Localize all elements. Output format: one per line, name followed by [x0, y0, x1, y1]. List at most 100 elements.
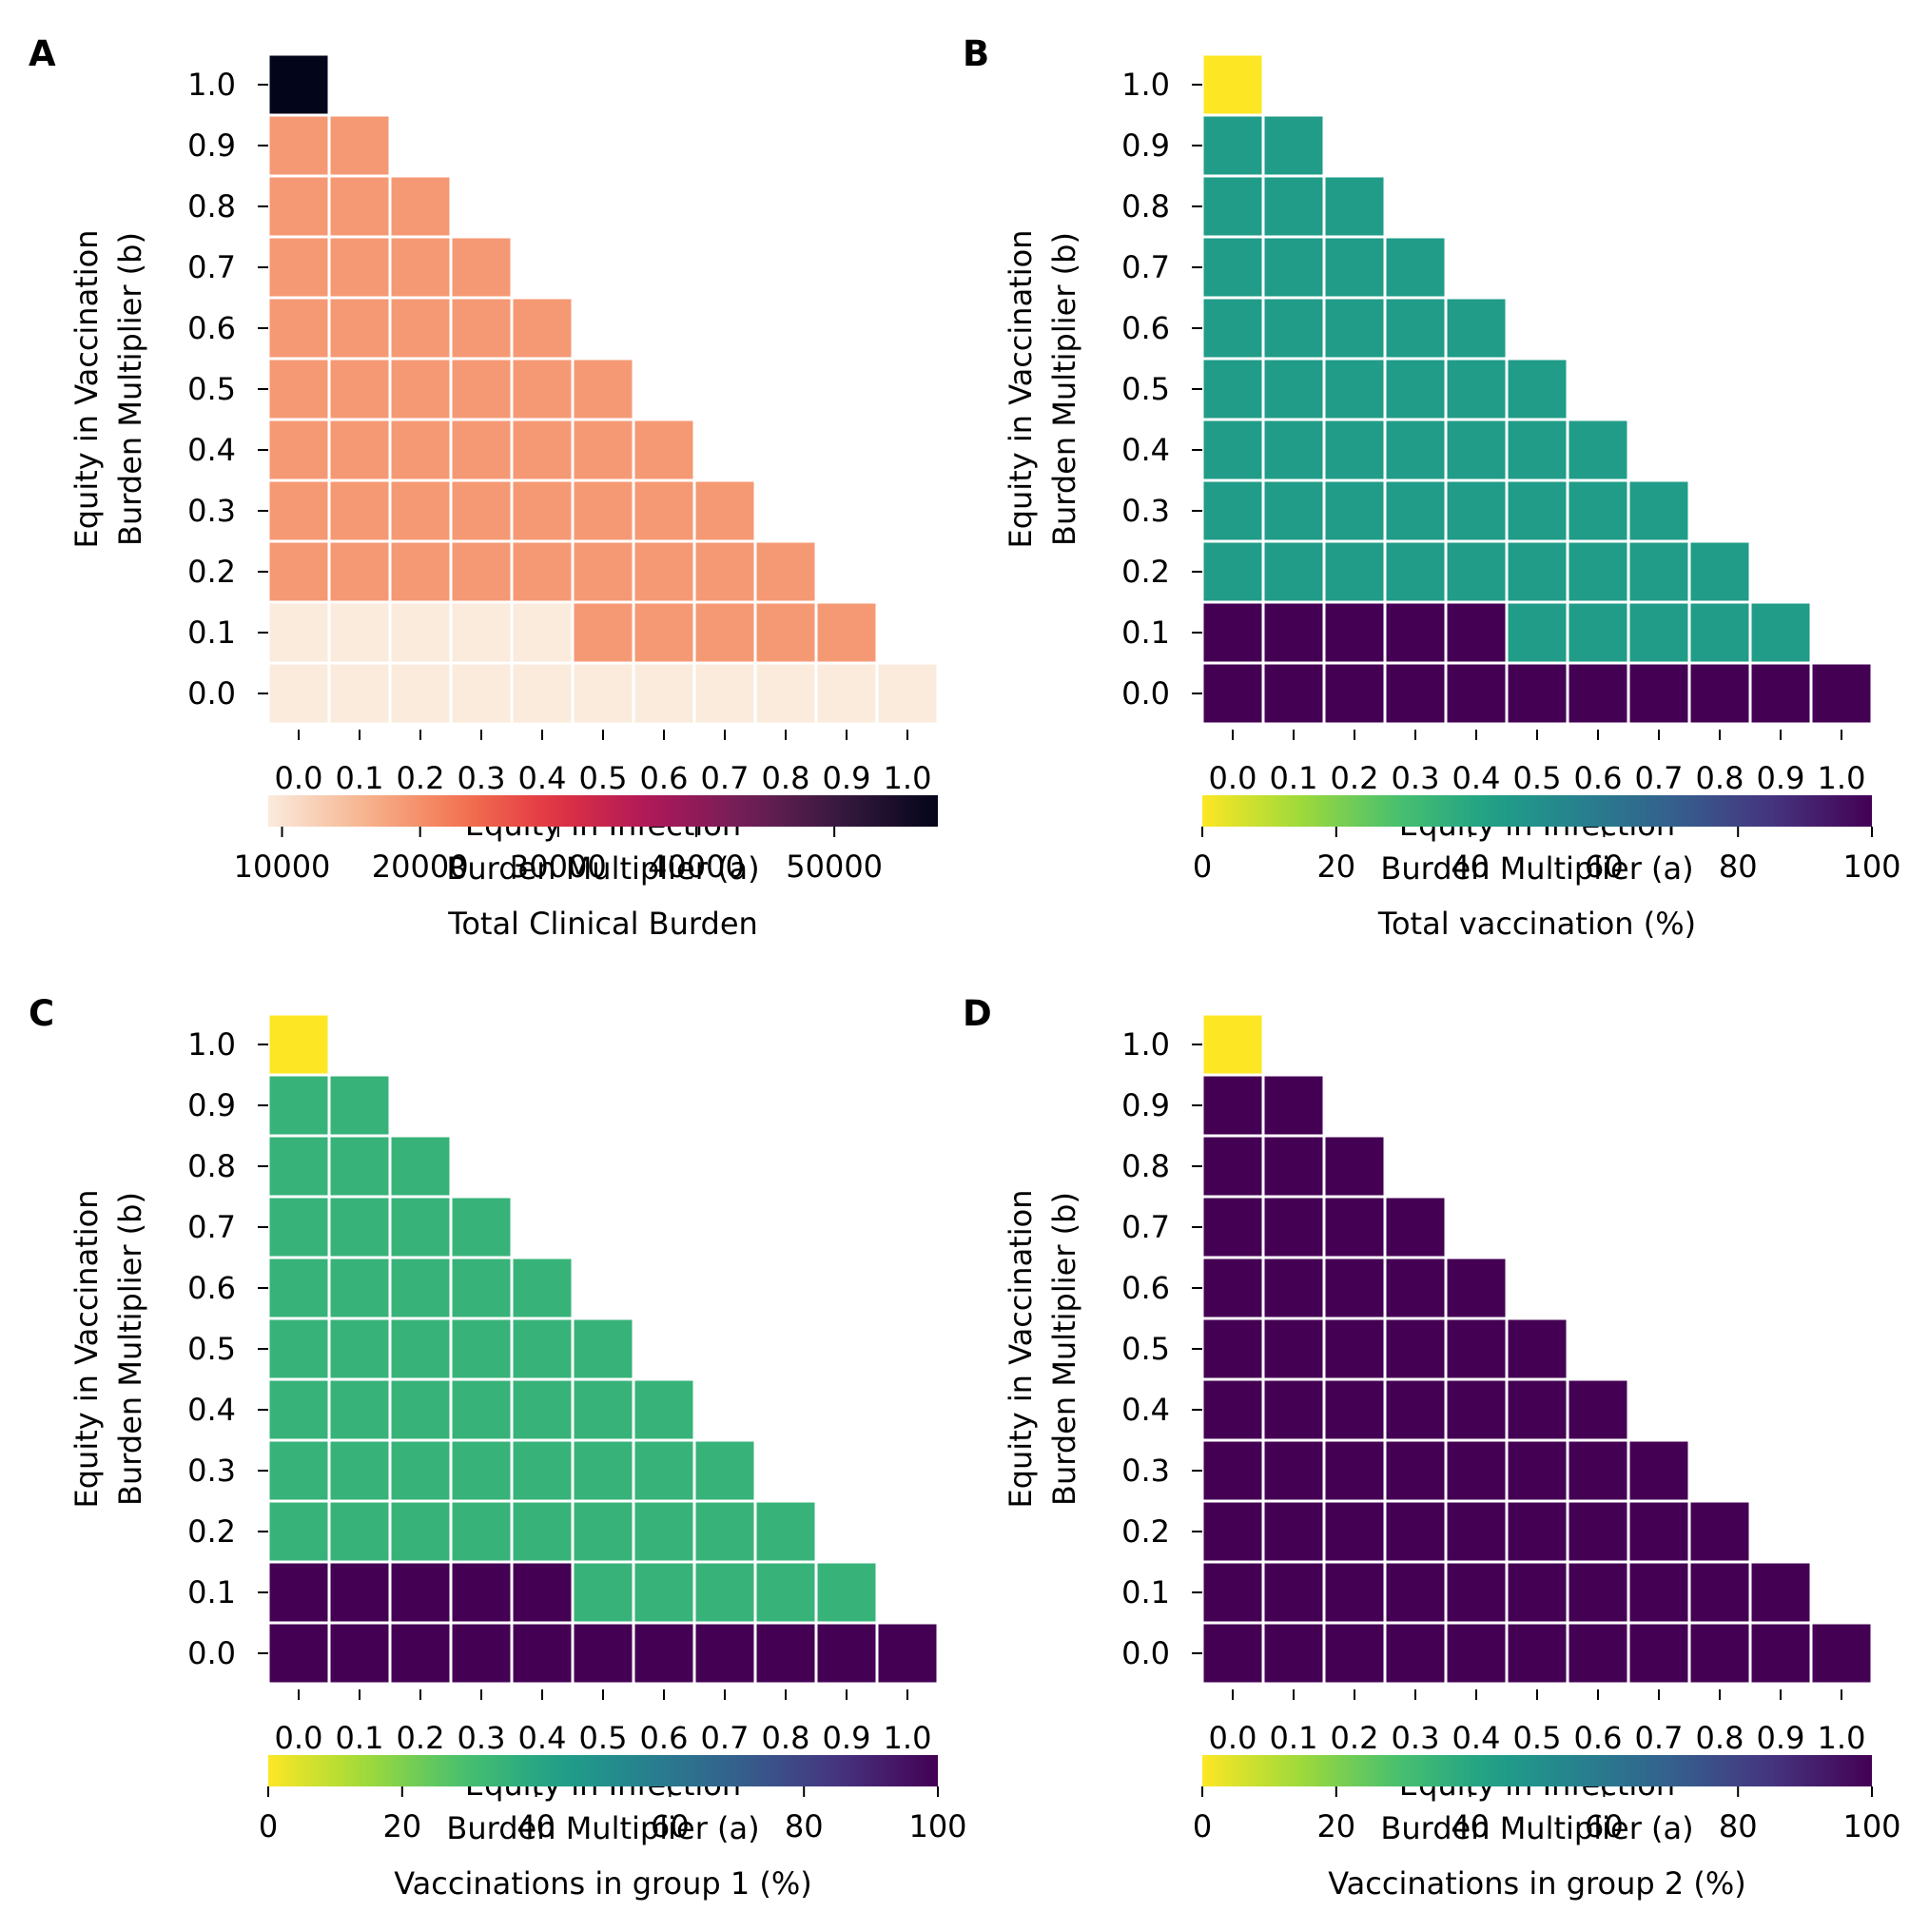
y-tick-label: 0.4 [1121, 1392, 1170, 1428]
heatmap-cell [875, 1621, 940, 1686]
heatmap-cell [1566, 1560, 1630, 1625]
heatmap-cell [266, 1377, 331, 1442]
heatmap-cell [1383, 296, 1448, 361]
x-tick-label: 0.3 [1392, 1720, 1440, 1756]
heatmap-cell [1200, 174, 1265, 239]
panel-label: D [963, 993, 992, 1034]
heatmap-cell [266, 1012, 331, 1077]
heatmap-cell [1261, 418, 1326, 482]
colorbar [268, 795, 938, 827]
heatmap-cell [1627, 1621, 1691, 1686]
heatmap-cell [388, 235, 453, 300]
colorbar-tick-label: 20 [1316, 1808, 1355, 1844]
heatmap-cell [1505, 661, 1569, 726]
colorbar-label: Total Clinical Burden [447, 906, 758, 942]
x-tick-label: 0.4 [1452, 760, 1501, 796]
heatmap-cell [388, 600, 453, 665]
heatmap-cell [449, 1438, 514, 1503]
y-tick-label: 0.7 [187, 1209, 236, 1245]
heatmap-cell [510, 1438, 575, 1503]
heatmap-cell [571, 1317, 635, 1381]
heatmap-cell [327, 174, 392, 239]
x-tick-label: 1.0 [884, 1720, 932, 1756]
heatmap-cell [1200, 1317, 1265, 1381]
heatmap-cell [753, 600, 818, 665]
heatmap-cell [1748, 1621, 1813, 1686]
colorbar-tick-label: 0 [1193, 1808, 1212, 1844]
heatmap-cell [266, 1134, 331, 1199]
heatmap-cell [1261, 1317, 1326, 1381]
heatmap-cell [1444, 1438, 1509, 1503]
x-tick-label: 0.6 [1574, 760, 1623, 796]
heatmap-cell [266, 418, 331, 482]
heatmap-cell [571, 1560, 635, 1625]
x-tick-label: 0.5 [579, 760, 628, 796]
colorbar-tick-label: 100 [1842, 849, 1900, 885]
heatmap-cell [266, 174, 331, 239]
heatmap-cell [1322, 600, 1387, 665]
heatmap-cell [266, 1621, 331, 1686]
y-tick-label: 0.0 [1121, 675, 1170, 712]
x-tick-label: 0.5 [579, 1720, 628, 1756]
heatmap-cell [1200, 1073, 1265, 1138]
x-tick-label: 0.1 [1270, 760, 1318, 796]
heatmap-cell [1444, 418, 1509, 482]
heatmap-cell [1322, 296, 1387, 361]
heatmap-cell [753, 1499, 818, 1564]
heatmap-cell [327, 1621, 392, 1686]
y-tick-label: 0.0 [187, 1635, 236, 1671]
colorbar-tick-label: 50000 [786, 849, 883, 885]
heatmap-cell [1322, 1621, 1387, 1686]
x-tick-label: 0.9 [1757, 1720, 1805, 1756]
colorbar-tick-label: 20000 [372, 849, 469, 885]
heatmap-cell [327, 478, 392, 543]
heatmap-cell [1200, 113, 1265, 178]
heatmap-cell [632, 1621, 696, 1686]
x-tick-label: 0.9 [1757, 760, 1805, 796]
heatmap-cell [632, 418, 696, 482]
colorbar-tick-label: 60 [1585, 849, 1624, 885]
y-tick-label: 0.7 [1121, 1209, 1170, 1245]
heatmap-cell [1505, 1317, 1569, 1381]
heatmap-cell [814, 1621, 879, 1686]
heatmap-cell [388, 357, 453, 421]
x-tick-label: 0.3 [1392, 760, 1440, 796]
y-tick-label: 0.9 [187, 1087, 236, 1123]
heatmap-cell [1200, 1256, 1265, 1320]
heatmap-cell [1261, 174, 1326, 239]
panel-c: C 0.0 0.1 0.2 0.3 0.4 0.5 0.6 0.7 0.8 0.9 1.0 0.0 0.1… [29, 993, 967, 1902]
y-tick-label: 0.5 [1121, 1331, 1170, 1367]
y-tick-label: 1.0 [1121, 1026, 1170, 1063]
heatmap-cell [1261, 1073, 1326, 1138]
heatmap-cell [1322, 1377, 1387, 1442]
heatmap-cell [1444, 478, 1509, 543]
heatmap-cell [1261, 1499, 1326, 1564]
heatmap-cell [1809, 1621, 1874, 1686]
x-tick-label: 0.7 [701, 1720, 750, 1756]
y-tick-label: 0.8 [1121, 188, 1170, 224]
heatmap-cell [1627, 1499, 1691, 1564]
y-axis-title: Burden Multiplier (b) [112, 1192, 148, 1506]
heatmap-cell [753, 539, 818, 604]
y-tick-label: 0.7 [187, 249, 236, 285]
heatmap-cell [1200, 1499, 1265, 1564]
heatmap-cell [1261, 1377, 1326, 1442]
heatmap-cell [571, 1377, 635, 1442]
heatmap-cell [1687, 600, 1752, 665]
heatmap-cell [632, 539, 696, 604]
y-tick-label: 0.5 [187, 371, 236, 407]
heatmap-cell [1505, 1499, 1569, 1564]
x-tick-label: 1.0 [1818, 1720, 1866, 1756]
heatmap-cell [1383, 1499, 1448, 1564]
y-tick-label: 0.6 [1121, 310, 1170, 346]
heatmap-cell [510, 600, 575, 665]
heatmap-cell [1383, 1256, 1448, 1320]
heatmap-cell [1505, 1560, 1569, 1625]
heatmap-cell [327, 418, 392, 482]
colorbar-tick-label: 40000 [648, 849, 745, 885]
x-tick-label: 0.2 [1331, 760, 1379, 796]
heatmap-cell [1687, 661, 1752, 726]
y-tick-label: 0.0 [187, 675, 236, 712]
x-tick-label: 0.3 [458, 760, 506, 796]
